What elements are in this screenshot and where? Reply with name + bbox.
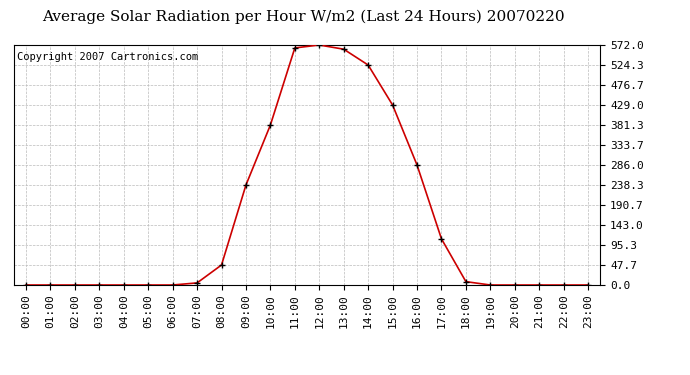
Text: Copyright 2007 Cartronics.com: Copyright 2007 Cartronics.com (17, 52, 198, 62)
Text: Average Solar Radiation per Hour W/m2 (Last 24 Hours) 20070220: Average Solar Radiation per Hour W/m2 (L… (42, 9, 565, 24)
